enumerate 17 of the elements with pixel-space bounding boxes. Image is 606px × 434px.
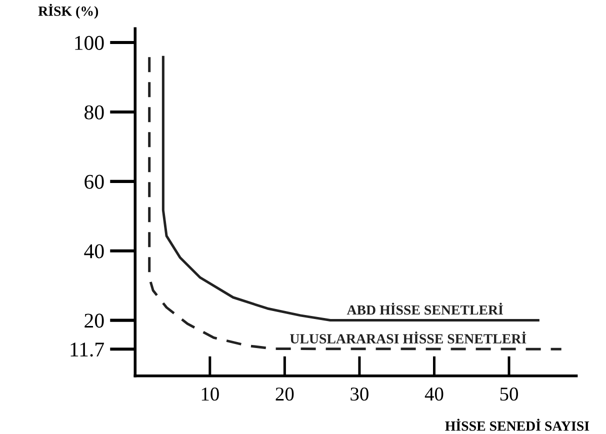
x-tick-label: 50 (500, 388, 518, 401)
x-axis-title: HİSSE SENEDİ SAYISI (445, 418, 590, 431)
x-tick-label: 30 (350, 388, 368, 401)
x-tick-label: 10 (202, 388, 219, 401)
line-series (148, 56, 563, 350)
y-tick-label: 80 (84, 105, 104, 120)
series-label: ABD HİSSE SENETLERİ (346, 302, 503, 315)
line-series (162, 56, 540, 322)
y-tick-label: 11.7 (70, 342, 104, 357)
y-tick-label: 100 (75, 36, 104, 50)
y-tick-label: 20 (84, 314, 104, 328)
series-label: ULUSLARARASI HİSSE SENETLERİ (290, 332, 526, 344)
x-tick-label: 40 (424, 388, 444, 401)
y-axis-title: RİSK (%) (38, 4, 98, 19)
x-tick-label: 20 (276, 388, 294, 401)
y-tick-label: 40 (84, 244, 104, 258)
y-tick-label: 60 (84, 174, 104, 189)
